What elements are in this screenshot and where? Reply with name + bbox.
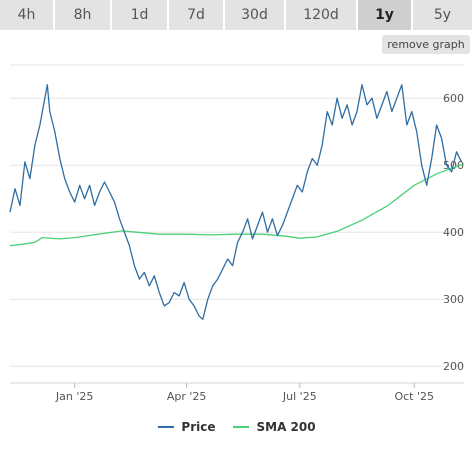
x-tick-label: Jul '25	[282, 390, 317, 403]
legend-item-sma[interactable]: SMA 200	[233, 420, 316, 434]
sma-series-line	[9, 163, 465, 247]
tab-5y[interactable]: 5y	[413, 0, 474, 30]
y-tick-label-400: 400	[443, 226, 464, 239]
tab-7d[interactable]: 7d	[169, 0, 225, 30]
y-tick-label-300: 300	[443, 293, 464, 306]
chart-legend: Price SMA 200	[0, 420, 474, 434]
legend-item-price[interactable]: Price	[158, 420, 215, 434]
remove-graph-button[interactable]: remove graph	[382, 35, 470, 54]
tab-4h[interactable]: 4h	[0, 0, 55, 30]
x-tick-label: Apr '25	[167, 390, 207, 403]
tab-30d[interactable]: 30d	[225, 0, 286, 30]
price-line-swatch	[158, 426, 175, 428]
tab-120d[interactable]: 120d	[286, 0, 358, 30]
x-tick-label: Oct '25	[394, 390, 434, 403]
tab-1d[interactable]: 1d	[112, 0, 169, 30]
tab-8h[interactable]: 8h	[55, 0, 112, 30]
y-tick-label-200: 200	[443, 360, 464, 373]
legend-price-label: Price	[181, 420, 216, 434]
timeframe-tabs: 4h 8h 1d 7d 30d 120d 1y 5y	[0, 0, 474, 30]
legend-sma-label: SMA 200	[256, 420, 316, 434]
x-tick-label: Jan '25	[55, 390, 93, 403]
tab-1y[interactable]: 1y	[358, 0, 413, 30]
y-tick-label-600: 600	[443, 92, 464, 105]
sma-line-swatch	[233, 426, 250, 428]
price-series-line	[9, 84, 463, 320]
